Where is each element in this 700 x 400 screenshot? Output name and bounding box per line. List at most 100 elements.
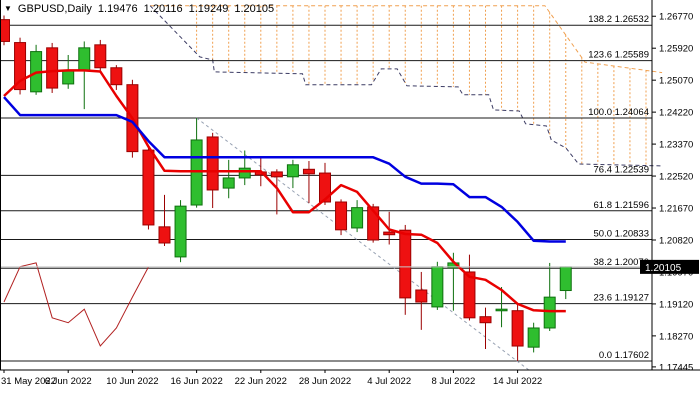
candlestick-bar — [174, 200, 187, 263]
bid-price-tag: 1.20105 — [640, 259, 699, 274]
candlestick-bar — [495, 286, 508, 328]
bull-candle-body — [238, 167, 251, 179]
price-axis-label: 1.26770 — [659, 12, 693, 23]
tenkan-sen-line — [3, 69, 566, 313]
bear-candle-body — [270, 171, 283, 178]
symbol-dropdown-icon[interactable]: ▼ — [4, 4, 12, 13]
bull-candle-body — [543, 296, 556, 329]
price-axis-label: 1.21670 — [659, 204, 693, 215]
fib-level-label: 23.6 1.19127 — [594, 293, 649, 304]
bear-candle-body — [479, 316, 492, 324]
fib-level-label: 76.4 1.22539 — [594, 164, 649, 175]
bear-candle-body — [319, 172, 331, 203]
candlestick-bar — [335, 199, 348, 236]
candlestick-bar — [479, 307, 492, 350]
bear-candle-body — [367, 206, 380, 241]
candlestick-bar — [415, 271, 428, 330]
candlestick-bar — [110, 65, 123, 90]
bear-candle-body — [0, 19, 10, 42]
bull-candle-body — [174, 205, 187, 258]
date-axis-label: 10 Jun 2022 — [106, 376, 158, 387]
candlestick-bar — [14, 37, 27, 95]
date-axis-label: 14 Jul 2022 — [493, 376, 542, 387]
bear-candle-body — [399, 229, 412, 299]
bear-candle-body — [511, 310, 524, 347]
bear-candle-body — [415, 289, 428, 303]
bull-candle-body — [431, 266, 444, 308]
bear-candle-body — [302, 168, 315, 175]
bear-candle-body — [94, 44, 107, 69]
price-axis-label: 1.18270 — [659, 331, 693, 342]
date-axis-label: 8 Jul 2022 — [431, 376, 475, 387]
date-axis-label: 28 Jun 2022 — [299, 376, 351, 387]
candlestick-bar — [190, 118, 203, 208]
date-axis-label: 31 May 2022 — [1, 376, 56, 387]
bull-candle-body — [559, 266, 572, 292]
date-axis-label: 16 Jun 2022 — [170, 376, 222, 387]
candlestick-bar — [463, 254, 476, 321]
candlestick-bar — [94, 39, 107, 74]
price-axis-label: 1.25920 — [659, 44, 693, 55]
fib-level-label: 38.2 1.20070 — [594, 257, 649, 268]
chikou-span-line — [3, 262, 149, 347]
fib-level-label: 138.2 1.26532 — [588, 14, 649, 25]
candlestick-bar — [222, 159, 235, 199]
candlestick-bar — [431, 261, 444, 310]
senkou-span-b-line — [149, 5, 663, 167]
ohlc-high-value: 1.20116 — [143, 3, 183, 15]
candlestick-bar — [527, 322, 540, 353]
bear-candle-body — [206, 136, 219, 191]
bear-candle-body — [158, 226, 171, 244]
date-axis-label: 4 Jul 2022 — [367, 376, 411, 387]
price-axis-label: 1.20820 — [659, 235, 693, 246]
candlestick-bar — [46, 42, 59, 93]
bull-candle-body — [286, 164, 299, 178]
bid-tag-box — [640, 259, 699, 274]
date-axis-label: 6 Jun 2022 — [45, 376, 92, 387]
bull-candle-body — [527, 327, 540, 348]
bear-candle-body — [110, 67, 123, 86]
chart-symbol-period: GBPUSD,Daily — [17, 3, 92, 15]
fib-level-label: 50.0 1.20833 — [594, 228, 649, 239]
candlestick-bar — [270, 169, 283, 215]
bull-candle-body — [78, 47, 91, 71]
candlestick-bar — [543, 262, 556, 331]
price-axis-label: 1.25070 — [659, 76, 693, 87]
candlestick-bar — [351, 200, 364, 233]
bear-candle-body — [142, 149, 155, 226]
bull-candle-body — [222, 177, 235, 189]
bear-candle-body — [14, 42, 27, 91]
bull-candle-body — [351, 207, 364, 229]
price-axis-label: 1.24220 — [659, 108, 693, 119]
candlestick-bar — [142, 146, 155, 230]
price-axis-label: 1.19120 — [659, 299, 693, 310]
bear-candle-body — [46, 47, 59, 89]
bull-candle-body — [495, 308, 508, 312]
ichimoku-cloud — [149, 5, 663, 167]
bear-candle-body — [383, 231, 396, 236]
fibonacci-retracement: 138.2 1.26532 123.6 1.25589 100.0 1.24064 7… — [0, 14, 652, 362]
senkou-span-a-line — [150, 5, 663, 74]
axes: 1.26770 1.25920 1.25070 1.24220 1.23370 1.225… — [0, 0, 700, 387]
bear-candle-body — [335, 201, 348, 231]
kijun-sen-line — [3, 96, 566, 243]
candlestick-bar — [286, 159, 299, 189]
bull-candle-body — [62, 69, 75, 85]
price-axis-label: 1.22520 — [659, 172, 693, 183]
ohlc-open-value: 1.19476 — [97, 3, 138, 15]
price-axis-label: 1.17445 — [659, 362, 693, 373]
fib-level-label: 100.0 1.24064 — [588, 107, 649, 118]
chart-title-bar: ▼ GBPUSD,Daily 1.19476 1.20116 1.19249 1… — [4, 2, 274, 16]
candlestick-bar — [302, 161, 315, 204]
ohlc-close-value: 1.20105 — [234, 3, 275, 15]
price-axis-label: 1.23370 — [659, 140, 693, 151]
bear-candle-body — [463, 271, 476, 319]
bull-candle-body — [190, 139, 203, 206]
candlestick-bar — [511, 304, 524, 361]
ohlc-low-value: 1.19249 — [188, 3, 229, 15]
bid-tag-value: 1.20105 — [645, 263, 682, 274]
fib-level-label: 0.0 1.17602 — [599, 350, 649, 361]
candlestick-bar — [399, 224, 412, 315]
